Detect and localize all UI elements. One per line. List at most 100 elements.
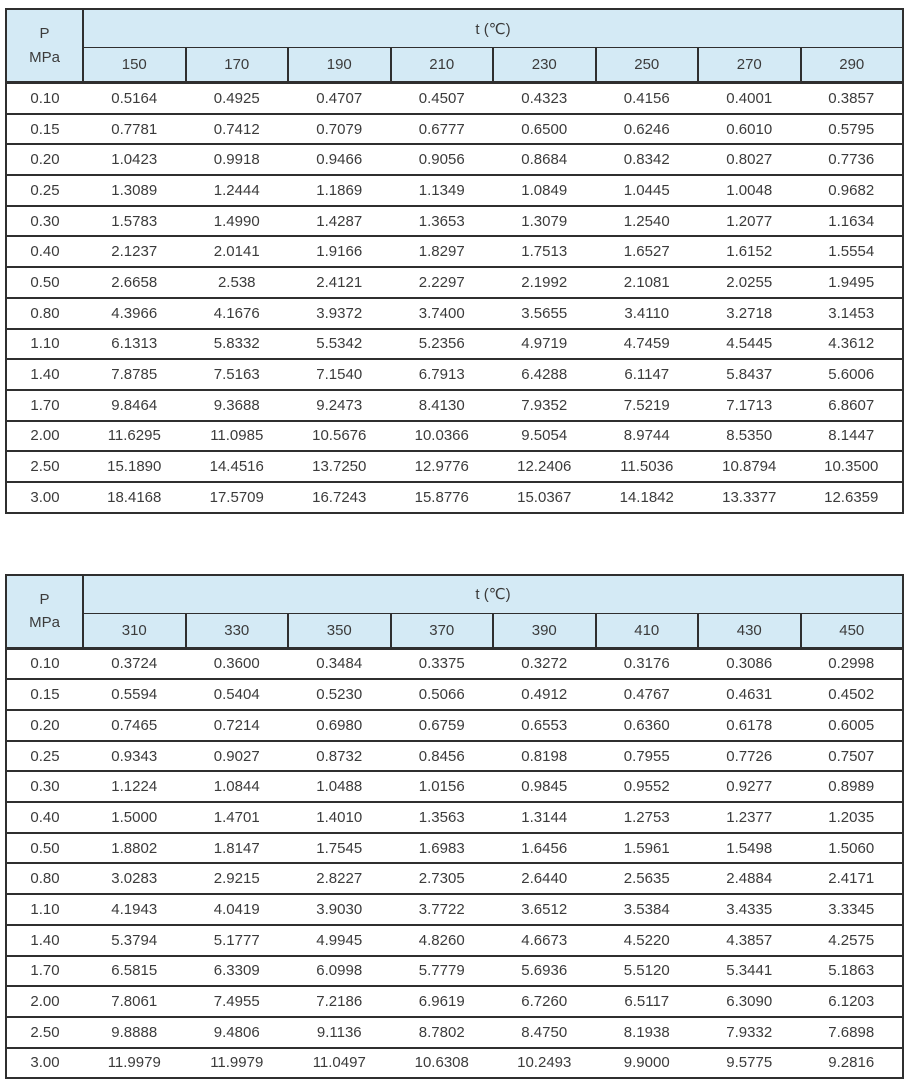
specific-volume-value: 1.6456 xyxy=(493,832,596,865)
specific-volume-value: 1.8297 xyxy=(390,236,493,269)
pressure-value: 0.80 xyxy=(5,297,83,330)
specific-volume-value: 0.7955 xyxy=(595,740,698,773)
pressure-unit: MPa xyxy=(29,614,60,632)
specific-volume-value: 0.3272 xyxy=(493,648,596,681)
specific-volume-value: 3.3345 xyxy=(800,894,904,926)
specific-volume-value: 6.7913 xyxy=(390,359,493,391)
specific-volume-value: 1.8802 xyxy=(83,832,186,865)
table-header: P MPa t (℃) 150 170 190 210 230 250 270 290 xyxy=(5,8,904,84)
specific-volume-value: 0.6980 xyxy=(288,710,391,742)
temperature-axis-header: t (℃) xyxy=(83,573,904,614)
table-row: 1.10 4.1943 4.0419 3.9030 3.7722 3.6512 3.5384… xyxy=(5,894,904,926)
specific-volume-value: 9.4806 xyxy=(185,1016,288,1049)
specific-volume-value: 2.1992 xyxy=(493,267,596,299)
specific-volume-value: 1.0156 xyxy=(390,771,493,804)
table-row: 0.25 0.9343 0.9027 0.8732 0.8456 0.8198 0.7955… xyxy=(5,740,904,773)
specific-volume-value: 0.4502 xyxy=(800,679,904,711)
steam-table-310-450: P MPa t (℃) 310 330 350 370 390 410 430 450 0.1… xyxy=(5,573,904,1079)
specific-volume-value: 16.7243 xyxy=(288,481,391,514)
pressure-value: 0.10 xyxy=(5,648,83,681)
specific-volume-value: 7.5219 xyxy=(595,389,698,422)
specific-volume-value: 0.9466 xyxy=(288,144,391,177)
specific-volume-value: 4.3966 xyxy=(83,297,186,330)
specific-volume-value: 6.3090 xyxy=(698,986,801,1018)
specific-volume-value: 6.5815 xyxy=(83,955,186,988)
specific-volume-value: 0.7079 xyxy=(288,113,391,146)
temperature-column-header: 250 xyxy=(594,47,698,84)
specific-volume-value: 2.1237 xyxy=(83,236,186,269)
specific-volume-value: 4.5445 xyxy=(698,328,801,361)
specific-volume-value: 6.7260 xyxy=(493,986,596,1018)
specific-volume-value: 1.2077 xyxy=(698,205,801,238)
temperature-column-header: 170 xyxy=(184,47,288,84)
specific-volume-value: 0.9682 xyxy=(800,175,904,207)
specific-volume-value: 3.5384 xyxy=(595,894,698,926)
pressure-value: 0.15 xyxy=(5,113,83,146)
specific-volume-value: 2.1081 xyxy=(595,267,698,299)
specific-volume-value: 2.5635 xyxy=(595,863,698,896)
specific-volume-value: 6.1313 xyxy=(83,328,186,361)
specific-volume-value: 0.7781 xyxy=(83,113,186,146)
specific-volume-value: 4.3612 xyxy=(800,328,904,361)
specific-volume-value: 2.6658 xyxy=(83,267,186,299)
specific-volume-value: 2.0255 xyxy=(698,267,801,299)
specific-volume-value: 1.2035 xyxy=(800,802,904,834)
specific-volume-value: 3.0283 xyxy=(83,863,186,896)
specific-volume-value: 1.9495 xyxy=(800,267,904,299)
pressure-value: 2.00 xyxy=(5,420,83,453)
specific-volume-value: 0.8684 xyxy=(493,144,596,177)
pressure-value: 2.50 xyxy=(5,1016,83,1049)
specific-volume-value: 1.5000 xyxy=(83,802,186,834)
specific-volume-value: 0.8732 xyxy=(288,740,391,773)
specific-volume-value: 7.9332 xyxy=(698,1016,801,1049)
specific-volume-value: 11.0985 xyxy=(185,420,288,453)
pressure-value: 3.00 xyxy=(5,1047,83,1079)
specific-volume-value: 0.3857 xyxy=(800,82,904,115)
pressure-value: 0.25 xyxy=(5,175,83,207)
table-row: 0.20 1.0423 0.9918 0.9466 0.9056 0.8684 0.8342… xyxy=(5,144,904,177)
specific-volume-value: 1.7545 xyxy=(288,832,391,865)
specific-volume-value: 1.5783 xyxy=(83,205,186,238)
specific-volume-value: 5.6006 xyxy=(800,359,904,391)
specific-volume-value: 0.4323 xyxy=(493,82,596,115)
specific-volume-value: 1.3653 xyxy=(390,205,493,238)
pressure-value: 0.25 xyxy=(5,740,83,773)
specific-volume-value: 7.8785 xyxy=(83,359,186,391)
specific-volume-value: 1.0844 xyxy=(185,771,288,804)
table-row: 2.50 9.8888 9.4806 9.1136 8.7802 8.4750 8.1938… xyxy=(5,1016,904,1049)
pressure-unit-header: P MPa xyxy=(5,573,84,650)
specific-volume-value: 3.1453 xyxy=(800,297,904,330)
specific-volume-value: 4.8260 xyxy=(390,924,493,957)
pressure-value: 0.50 xyxy=(5,832,83,865)
table-row: 0.15 0.7781 0.7412 0.7079 0.6777 0.6500 0.6246… xyxy=(5,113,904,146)
specific-volume-value: 5.5342 xyxy=(288,328,391,361)
specific-volume-value: 6.0998 xyxy=(288,955,391,988)
temperature-column-header: 270 xyxy=(697,47,801,84)
specific-volume-value: 1.5498 xyxy=(698,832,801,865)
specific-volume-value: 1.0488 xyxy=(288,771,391,804)
specific-volume-value: 1.0423 xyxy=(83,144,186,177)
specific-volume-value: 2.9215 xyxy=(185,863,288,896)
pressure-value: 0.50 xyxy=(5,267,83,299)
specific-volume-value: 2.4171 xyxy=(800,863,904,896)
specific-volume-value: 6.9619 xyxy=(390,986,493,1018)
pressure-value: 0.20 xyxy=(5,710,83,742)
specific-volume-value: 10.3500 xyxy=(800,451,904,483)
temperature-column-header: 290 xyxy=(799,47,904,84)
specific-volume-value: 9.8464 xyxy=(83,389,186,422)
specific-volume-value: 2.2297 xyxy=(390,267,493,299)
specific-volume-value: 0.5164 xyxy=(83,82,186,115)
specific-volume-value: 9.2816 xyxy=(800,1047,904,1079)
specific-volume-value: 12.6359 xyxy=(800,481,904,514)
pressure-value: 0.40 xyxy=(5,802,83,834)
specific-volume-value: 6.1203 xyxy=(800,986,904,1018)
specific-volume-value: 0.7726 xyxy=(698,740,801,773)
specific-volume-value: 13.3377 xyxy=(698,481,801,514)
specific-volume-value: 0.3086 xyxy=(698,648,801,681)
specific-volume-value: 0.4912 xyxy=(493,679,596,711)
specific-volume-value: 0.3724 xyxy=(83,648,186,681)
specific-volume-value: 8.4750 xyxy=(493,1016,596,1049)
temperature-column-header: 310 xyxy=(82,613,186,650)
specific-volume-value: 10.2493 xyxy=(493,1047,596,1079)
specific-volume-value: 1.1224 xyxy=(83,771,186,804)
